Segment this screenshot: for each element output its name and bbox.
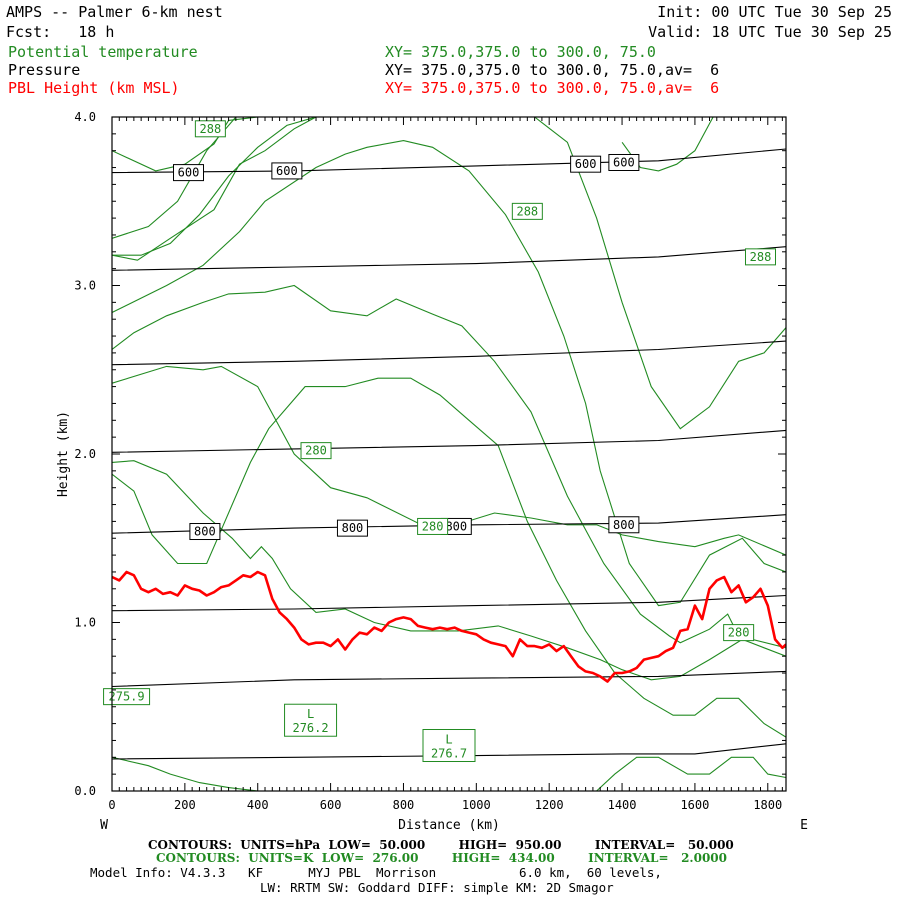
x-tick-label: 800: [393, 798, 415, 812]
theta-label: 280: [305, 444, 327, 458]
legend-pbl-xy: XY= 375.0,375.0 to 300.0, 75.0,av= 6: [385, 79, 720, 97]
pressure-label: 600: [613, 155, 635, 169]
theta-label-box: [723, 624, 755, 642]
pressure-contour-950: [112, 743, 786, 760]
pressure-label: 600: [276, 164, 298, 178]
pressure-label-box: [570, 155, 602, 173]
x-tick-label: 1000: [462, 798, 491, 812]
pressure-contour-900: [112, 670, 786, 688]
x-tick-label: 1200: [535, 798, 564, 812]
theta-label: 288: [516, 204, 538, 218]
legend-pressure-label: Pressure: [8, 61, 81, 79]
low-marker: L: [307, 707, 314, 721]
y-tick-label: 4.0: [74, 110, 96, 124]
pressure-contour-850: [112, 594, 786, 612]
pressure-label: 800: [342, 521, 364, 535]
theta-label-box: [744, 248, 776, 266]
low-marker: L: [445, 733, 452, 747]
legend-theta-xy: XY= 375.0,375.0 to 300.0, 75.0: [385, 43, 656, 61]
forecast-hour: Fcst: 18 h: [6, 23, 115, 41]
theta-contour-t10: [112, 117, 786, 256]
pbl-height-series: [112, 570, 786, 683]
x-tick-label: 1400: [608, 798, 637, 812]
theta-contours: [112, 117, 786, 791]
pressure-contour-650: [112, 246, 786, 271]
axes: 0 200 400 600 800 1000 1200 1400 1600 1800 0.0 1.0 2…: [56, 110, 808, 833]
pressure-label: 800: [613, 518, 635, 532]
pressure-contours: [112, 148, 786, 760]
theta-label: 275.9: [109, 690, 145, 704]
pressure-label-box: [189, 523, 221, 541]
pressure-label-box: [173, 164, 205, 182]
y-tick-label: 3.0: [74, 279, 96, 293]
y-tick-label: 2.0: [74, 447, 96, 461]
theta-label-box: [103, 688, 151, 706]
low-value: 276.2: [292, 721, 328, 735]
legend-theta-label: Potential temperature: [8, 43, 198, 61]
theta-contour-t2: [112, 140, 786, 607]
theta-label-box: [511, 202, 543, 220]
theta-label: 280: [422, 519, 444, 533]
theta-contour-t1: [112, 284, 786, 649]
pressure-label-box: [271, 162, 303, 180]
west-label: W: [100, 818, 108, 833]
pbl-height-line: [112, 570, 786, 683]
pressure-label-box: [336, 519, 368, 537]
y-tick-label: 0.0: [74, 784, 96, 798]
footer-model-info: Model Info: V4.3.3 KF MYJ PBL Morrison 6…: [90, 865, 662, 880]
init-time: Init: 00 UTC Tue 30 Sep 25: [657, 3, 892, 21]
pressure-contour-800: [112, 514, 786, 534]
theta-label: 280: [728, 626, 750, 640]
theta-label-box: [300, 442, 332, 460]
contour-labels: 600 600 600 600 800 800 800 800 288 288 288 280 280 2…: [103, 120, 776, 763]
theta-label-box: [194, 120, 226, 138]
x-tick-label: 200: [174, 798, 196, 812]
pressure-label: 800: [445, 519, 467, 533]
low-value: 276.7: [431, 747, 467, 761]
legend-pressure-xy: XY= 375.0,375.0 to 300.0, 75.0,av= 6: [385, 61, 720, 79]
pressure-contour-750: [112, 429, 786, 453]
theta-contour-t6: [112, 377, 786, 738]
footer-theta-contours: CONTOURS: UNITS=K LOW= 276.00 HIGH= 434.…: [156, 851, 727, 865]
pressure-label-box: [608, 516, 640, 534]
legend-pbl-label: PBL Height (km MSL): [8, 79, 180, 97]
theta-label: 288: [200, 122, 222, 136]
x-axis-label: Distance (km): [398, 818, 500, 833]
footer-physics: LW: RRTM SW: Goddard DIFF: simple KM: 2D…: [260, 880, 614, 895]
pressure-contour-700: [112, 340, 786, 366]
low-box: [422, 729, 476, 763]
x-tick-label: 600: [320, 798, 342, 812]
pressure-label: 600: [575, 157, 597, 171]
theta-contour-t5: [621, 117, 786, 172]
x-tick-label: 1600: [680, 798, 709, 812]
y-tick-label: 1.0: [74, 616, 96, 630]
pressure-label: 800: [194, 525, 216, 539]
x-tick-label: 400: [247, 798, 269, 812]
x-tick-label: 0: [108, 798, 115, 812]
valid-time: Valid: 18 UTC Tue 30 Sep 25: [648, 23, 892, 41]
y-axis-label: Height (km): [56, 411, 71, 497]
theta-contour-t3: [112, 365, 786, 556]
pressure-label-box: [608, 153, 640, 171]
theta-label: 288: [750, 250, 772, 264]
theta-contour-t8: [112, 756, 786, 791]
low-box: [284, 703, 338, 737]
theta-contour-t4: [112, 460, 786, 681]
theta-contour-t7: [112, 117, 786, 430]
pressure-contour-600: [112, 148, 786, 174]
east-label: E: [800, 818, 808, 833]
chart-title: AMPS -- Palmer 6-km nest: [6, 3, 223, 21]
footer-pressure-contours: CONTOURS: UNITS=hPa LOW= 50.000 HIGH= 95…: [148, 838, 734, 852]
pressure-label: 600: [178, 166, 200, 180]
theta-label-box: [417, 517, 449, 535]
x-tick-label: 1800: [753, 798, 782, 812]
plot-frame: [111, 116, 787, 792]
